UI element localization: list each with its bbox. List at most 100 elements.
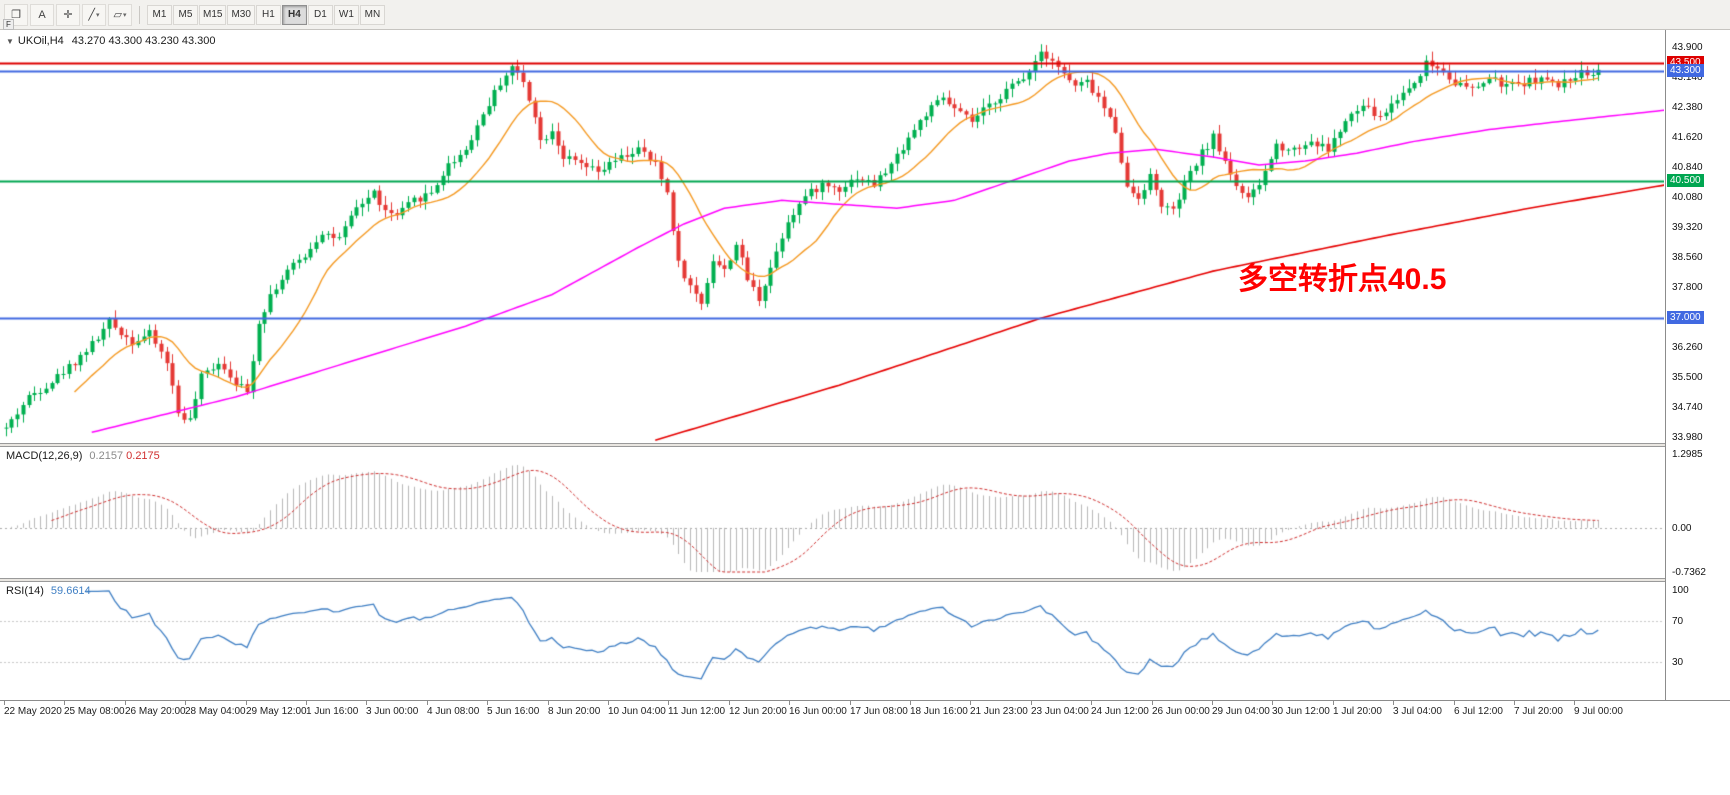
chart-annotation-text: 多空转折点40.5 — [1238, 263, 1447, 296]
time-tick — [910, 701, 911, 705]
time-axis-label: 30 Jun 12:00 — [1272, 706, 1330, 717]
time-tick — [64, 701, 65, 705]
timeframe-button-d1[interactable]: D1 — [307, 4, 333, 25]
trendline-icon: ╱ — [88, 9, 96, 21]
toolbar: ❐ A ✛ ╱ ▾ ▱ ▾ M1 M5 M15 M30 H1 H4 D1 W1 MN F — [0, 0, 1730, 30]
time-tick — [1514, 701, 1515, 705]
time-tick — [1333, 701, 1334, 705]
chart-info-line: ▼ UKOil,H4 43.270 43.300 43.230 43.300 — [6, 35, 216, 47]
time-axis-label: 3 Jul 04:00 — [1393, 706, 1442, 717]
time-tick — [1574, 701, 1575, 705]
shapes-tool-button[interactable]: ▱ ▾ — [108, 3, 132, 26]
time-axis-label: 29 May 12:00 — [246, 706, 307, 717]
crosshair-button[interactable]: ✛ — [56, 3, 80, 26]
ohlc-values: 43.270 43.300 43.230 43.300 — [71, 35, 216, 47]
time-axis-label: 17 Jun 08:00 — [850, 706, 908, 717]
panel-splitter[interactable] — [0, 578, 1730, 582]
chevron-down-icon: ▾ — [96, 11, 100, 19]
time-axis-label: 8 Jun 20:00 — [548, 706, 601, 717]
rsi-label: RSI(14) 59.6614 — [6, 585, 91, 597]
macd-main-value: 0.2157 — [89, 450, 124, 462]
time-axis-label: 26 Jun 00:00 — [1152, 706, 1210, 717]
macd-scale-label: 0.00 — [1672, 522, 1692, 534]
trendline-tool-button[interactable]: ╱ ▾ — [82, 3, 106, 26]
time-axis-label: 21 Jun 23:00 — [970, 706, 1028, 717]
timeframe-button-m15[interactable]: M15 — [199, 4, 227, 25]
time-tick — [970, 701, 971, 705]
rsi-scale-label: 100 — [1672, 585, 1689, 596]
time-axis-label: 22 May 2020 — [4, 706, 62, 717]
time-axis-label: 7 Jul 20:00 — [1514, 706, 1563, 717]
main-chart-canvas[interactable] — [0, 30, 1664, 443]
price-badge: 40.500 — [1667, 173, 1704, 187]
macd-name: MACD(12,26,9) — [6, 450, 83, 462]
time-tick — [729, 701, 730, 705]
crosshair-icon: ✛ — [63, 9, 73, 21]
price-scale-label: 42.380 — [1672, 101, 1703, 113]
macd-signal-value: 0.2175 — [126, 450, 160, 462]
time-tick — [1091, 701, 1092, 705]
chevron-down-icon: ▾ — [122, 11, 127, 19]
price-scale[interactable]: 43.900 43.140 42.380 41.620 40.840 40.080 39.3… — [1665, 30, 1730, 700]
price-scale-label: 40.080 — [1672, 192, 1703, 204]
time-axis-label: 5 Jun 16:00 — [487, 706, 540, 717]
price-scale-label: 43.140 — [1672, 71, 1703, 83]
macd-panel-canvas[interactable] — [0, 447, 1664, 578]
time-tick — [1272, 701, 1273, 705]
time-axis-label: 16 Jun 00:00 — [789, 706, 847, 717]
rsi-panel-canvas[interactable] — [0, 582, 1664, 700]
price-scale-label: 37.800 — [1672, 281, 1703, 293]
price-badge: 43.300 — [1667, 63, 1704, 77]
shapes-icon: ▱ — [113, 9, 122, 21]
macd-scale-label: 1.2985 — [1672, 449, 1703, 460]
price-scale-label: 38.560 — [1672, 251, 1703, 263]
time-tick — [246, 701, 247, 705]
rsi-scale-label: 30 — [1672, 656, 1684, 668]
timeframe-button-h1[interactable]: H1 — [255, 4, 281, 25]
time-tick — [1031, 701, 1032, 705]
time-axis-label: 23 Jun 04:00 — [1031, 706, 1089, 717]
chart-menu-arrow-icon[interactable]: ▼ — [6, 37, 14, 46]
timeframe-button-w1[interactable]: W1 — [333, 4, 359, 25]
time-axis-label: 12 Jun 20:00 — [729, 706, 787, 717]
time-tick — [1393, 701, 1394, 705]
time-axis-label: 1 Jun 16:00 — [306, 706, 359, 717]
time-axis-label: 24 Jun 12:00 — [1091, 706, 1149, 717]
time-axis[interactable]: 22 May 2020 25 May 08:00 26 May 20:00 28 Ma… — [0, 700, 1730, 722]
timeframe-button-m5[interactable]: M5 — [173, 4, 198, 25]
time-axis-label: 4 Jun 08:00 — [427, 706, 480, 717]
macd-scale-label: -0.7362 — [1672, 567, 1706, 578]
timeframe-button-m1[interactable]: M1 — [147, 4, 172, 25]
price-scale-label: 43.900 — [1672, 42, 1703, 53]
time-axis-label: 28 May 04:00 — [185, 706, 246, 717]
timeframe-button-m30[interactable]: M30 — [227, 4, 255, 25]
price-scale-label: 35.500 — [1672, 372, 1703, 384]
time-axis-label: 6 Jul 12:00 — [1454, 706, 1503, 717]
timeframe-button-mn[interactable]: MN — [359, 4, 385, 25]
toolbar-separator — [139, 5, 140, 24]
price-scale-label: 40.840 — [1672, 162, 1703, 174]
time-axis-label: 3 Jun 00:00 — [366, 706, 419, 717]
price-scale-label: 39.320 — [1672, 222, 1703, 234]
fast-nav-button[interactable]: F — [3, 19, 14, 30]
time-axis-label: 11 Jun 12:00 — [668, 706, 726, 717]
time-axis-label: 9 Jul 00:00 — [1574, 706, 1623, 717]
time-tick — [850, 701, 851, 705]
price-scale-label: 33.980 — [1672, 432, 1703, 444]
rsi-value: 59.6614 — [50, 585, 91, 597]
time-axis-label: 25 May 08:00 — [64, 706, 125, 717]
annotate-button[interactable]: A — [30, 3, 54, 26]
time-axis-label: 1 Jul 20:00 — [1333, 706, 1382, 717]
time-axis-label: 26 May 20:00 — [125, 706, 186, 717]
time-tick — [1454, 701, 1455, 705]
rsi-name: RSI(14) — [6, 585, 44, 597]
price-scale-label: 36.260 — [1672, 342, 1703, 354]
price-scale-label: 41.620 — [1672, 131, 1703, 143]
symbol-label: UKOil,H4 — [17, 35, 64, 47]
time-axis-label: 10 Jun 04:00 — [608, 706, 666, 717]
panel-splitter[interactable] — [0, 443, 1730, 447]
time-tick — [1152, 701, 1153, 705]
timeframe-button-h4[interactable]: H4 — [281, 4, 307, 25]
time-tick — [668, 701, 669, 705]
